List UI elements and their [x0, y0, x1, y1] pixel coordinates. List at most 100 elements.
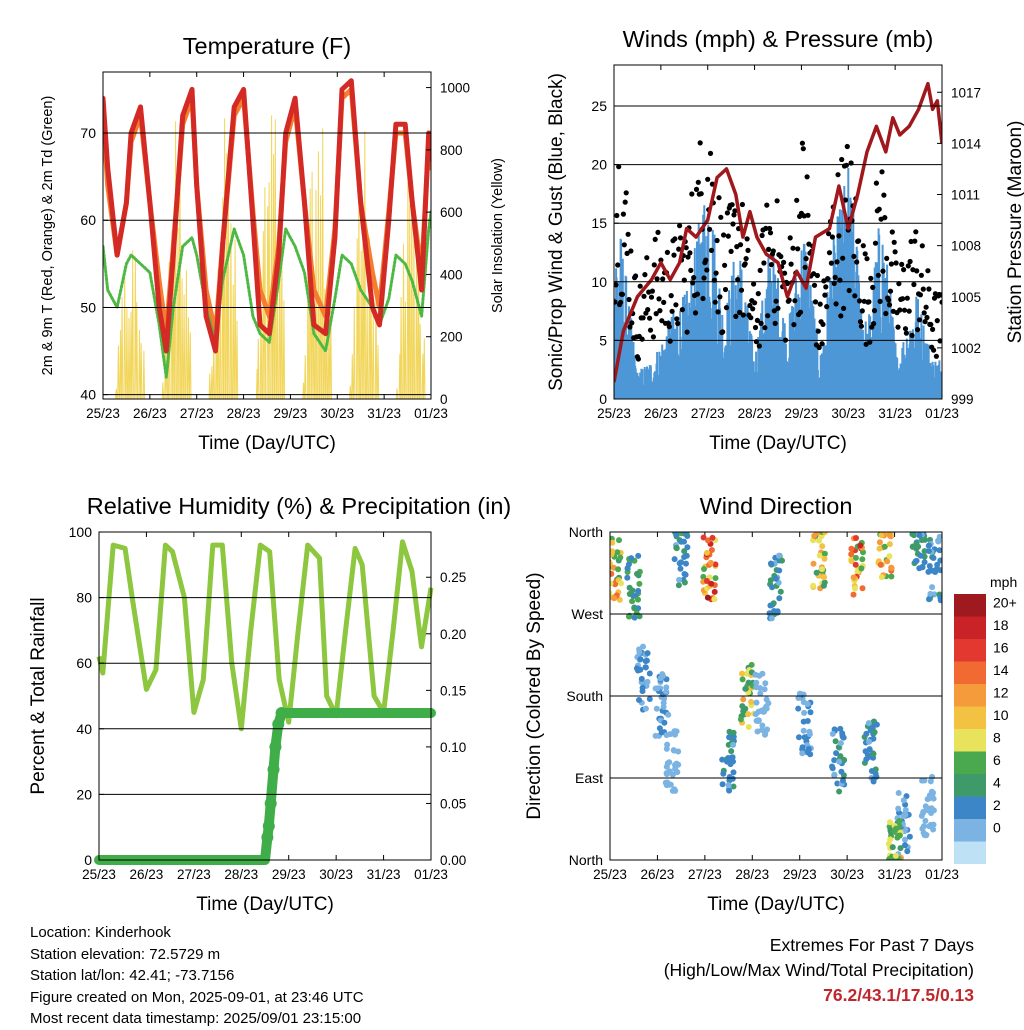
y2-tick-label: 1005	[951, 290, 981, 305]
direction-point	[857, 542, 864, 549]
gust-point	[939, 299, 942, 305]
gust-point	[728, 248, 734, 254]
direction-point	[930, 821, 937, 828]
direction-point	[863, 730, 870, 737]
y2-tick-label: 999	[951, 392, 974, 407]
x-tick-label: 26/23	[641, 867, 675, 882]
colorbar-title: mph	[990, 574, 1017, 590]
direction-point	[712, 575, 719, 582]
direction-point	[748, 698, 755, 705]
colorbar-swatch	[954, 751, 986, 774]
direction-point	[926, 542, 932, 549]
y-tick-label: West	[571, 606, 603, 622]
direction-point	[928, 805, 935, 812]
gust-point	[816, 344, 822, 351]
colorbar-label: 20+	[993, 595, 1017, 611]
direction-point	[669, 771, 676, 778]
gust-point	[677, 223, 683, 229]
direction-point	[916, 532, 923, 539]
colorbar-swatch	[954, 729, 986, 752]
direction-point	[866, 746, 873, 753]
x-tick-label: 27/23	[180, 406, 214, 421]
gust-point	[846, 287, 852, 294]
direction-point	[886, 532, 893, 538]
direction-point	[884, 558, 891, 565]
direction-point	[634, 570, 640, 577]
direction-point	[906, 833, 913, 840]
direction-point	[703, 578, 710, 584]
gust-point	[614, 299, 618, 305]
y-axis-label: Direction (Colored By Speed)	[524, 572, 545, 819]
gust-point	[883, 310, 889, 317]
gust-point	[616, 164, 622, 170]
gust-point	[904, 295, 910, 301]
gust-point	[842, 197, 849, 203]
y2-axis-label: Station Pressure (Maroon)	[1005, 121, 1024, 344]
direction-point	[737, 716, 744, 723]
direction-point	[800, 718, 807, 725]
gust-point	[688, 267, 694, 273]
precip-point	[267, 763, 280, 776]
gust-point	[893, 260, 899, 266]
direction-point	[800, 727, 807, 734]
x-tick-label: 31/23	[367, 867, 401, 882]
direction-point	[850, 591, 857, 598]
gust-point	[822, 292, 828, 298]
gust-point	[731, 212, 737, 218]
gust-point	[761, 260, 767, 266]
direction-point	[745, 724, 752, 730]
direction-point	[616, 537, 622, 544]
direction-point	[637, 656, 644, 663]
gust-point	[644, 255, 650, 261]
gust-point	[667, 338, 673, 344]
direction-point	[821, 574, 828, 581]
gust-point	[637, 283, 643, 289]
direction-point	[888, 573, 895, 580]
direction-point	[682, 532, 689, 536]
y2-tick-label: 0.10	[440, 740, 466, 755]
direction-point	[610, 570, 615, 577]
colorbar-swatch	[954, 594, 986, 617]
gust-point	[826, 250, 833, 256]
direction-point	[625, 561, 632, 568]
direction-point	[767, 560, 774, 567]
y-tick-label: 20	[591, 157, 607, 173]
gust-point	[814, 272, 821, 279]
gust-point	[750, 306, 756, 312]
direction-point	[859, 585, 866, 592]
gust-point	[659, 318, 665, 324]
plot-area	[614, 81, 942, 399]
direction-point	[877, 561, 884, 568]
direction-point	[833, 750, 840, 757]
direction-point	[888, 565, 895, 571]
gust-point	[767, 230, 774, 236]
y-tick-label: 80	[76, 590, 92, 606]
y2-tick-label: 0.00	[440, 853, 466, 868]
gust-point	[833, 301, 839, 307]
gust-point	[860, 243, 866, 249]
gust-point	[914, 268, 920, 274]
direction-point	[719, 781, 726, 788]
gust-point	[751, 281, 757, 287]
gust-point	[742, 261, 748, 267]
direction-point	[813, 569, 820, 576]
gust-point	[800, 146, 806, 152]
direction-point	[639, 684, 646, 691]
gust-point	[654, 276, 660, 282]
gust-point	[735, 277, 741, 283]
gust-point	[766, 246, 772, 252]
y-tick-label: 70	[80, 125, 96, 141]
direction-point	[625, 613, 632, 620]
direction-point	[766, 610, 773, 617]
gust-point	[828, 260, 835, 266]
gust-point	[817, 301, 823, 307]
gust-point	[882, 215, 888, 221]
y-tick-label: 10	[591, 274, 607, 290]
direction-point	[631, 614, 638, 621]
direction-point	[652, 732, 659, 739]
direction-point	[913, 540, 920, 547]
precip-point	[269, 740, 282, 753]
y-tick-label: 0	[599, 391, 607, 407]
station-location: Location: Kinderhook	[30, 924, 171, 941]
